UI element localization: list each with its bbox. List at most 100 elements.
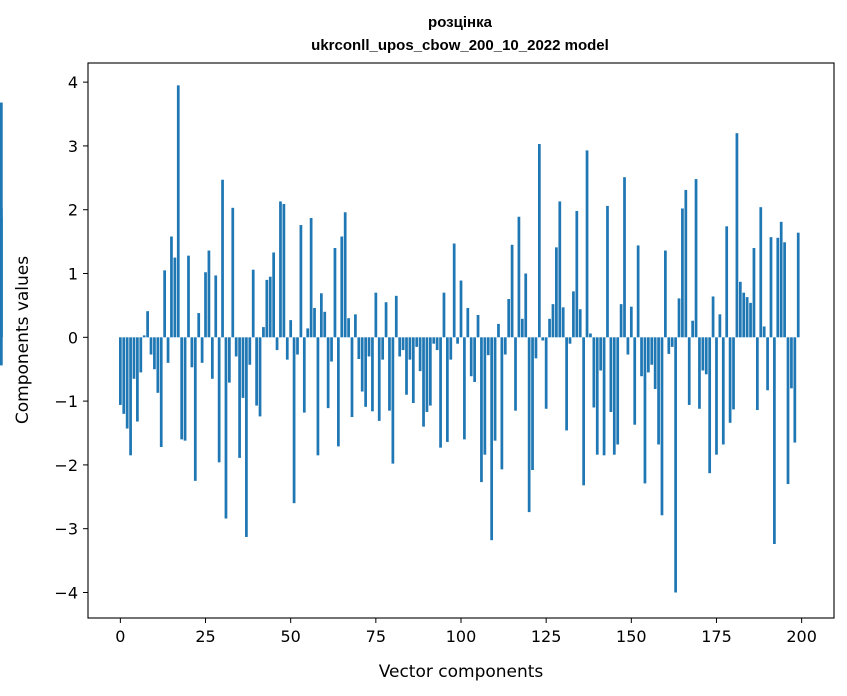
bar <box>309 218 313 338</box>
bar <box>292 337 296 504</box>
x-tick-label: 100 <box>446 627 477 646</box>
bar <box>170 236 173 338</box>
bar <box>572 291 575 338</box>
bar <box>0 218 3 338</box>
bar <box>224 337 228 519</box>
bar <box>653 337 657 389</box>
bar <box>493 337 497 441</box>
bar <box>691 320 694 338</box>
bar <box>759 207 763 338</box>
bar <box>405 337 408 395</box>
bar <box>779 221 783 338</box>
bar <box>425 337 429 412</box>
y-axis-ticks: −4 −3 −2 −1 0 1 2 3 4 <box>54 73 88 602</box>
bar <box>483 337 487 455</box>
bar <box>442 292 446 338</box>
bar <box>193 337 197 481</box>
bar <box>725 226 729 338</box>
bar <box>343 212 347 338</box>
bar <box>125 337 129 429</box>
bar <box>476 314 480 338</box>
bar <box>755 337 759 411</box>
bar <box>183 337 187 441</box>
bar <box>507 299 511 338</box>
bar <box>640 337 643 377</box>
bar <box>575 211 579 338</box>
bar <box>401 337 405 351</box>
bar <box>612 337 616 455</box>
bar <box>793 337 797 443</box>
bar <box>735 133 739 338</box>
bar <box>456 337 459 344</box>
bar <box>265 279 269 338</box>
bar <box>473 337 476 382</box>
bar <box>565 337 568 431</box>
bar <box>616 337 620 445</box>
bar <box>245 337 248 537</box>
chart-title-line-1: розцінка <box>428 14 493 31</box>
bar <box>664 250 667 338</box>
bar <box>391 337 395 464</box>
y-tick-label: 3 <box>68 137 78 156</box>
bar <box>432 337 436 344</box>
bar <box>510 244 514 338</box>
bar <box>561 307 565 338</box>
bar <box>221 179 224 338</box>
bar <box>762 326 766 338</box>
x-tick-label: 50 <box>281 627 301 646</box>
bar <box>568 337 572 344</box>
y-tick-label: 4 <box>68 73 78 92</box>
bar <box>204 272 207 338</box>
bar <box>452 243 456 338</box>
bar <box>728 337 732 423</box>
x-tick-label: 175 <box>701 627 732 646</box>
bar <box>687 337 691 405</box>
bar <box>667 337 671 354</box>
bar <box>367 337 371 357</box>
bar <box>129 337 132 456</box>
bar <box>354 314 357 338</box>
bar <box>541 337 545 341</box>
bar <box>449 337 453 360</box>
bar <box>776 237 780 338</box>
bar <box>428 337 432 406</box>
bar <box>340 236 344 338</box>
bar <box>248 337 252 365</box>
y-tick-label: −1 <box>54 392 78 411</box>
x-axis-label: Vector components <box>379 662 544 682</box>
bar <box>609 337 613 412</box>
bar <box>548 318 551 338</box>
bar <box>745 297 749 338</box>
bar <box>578 309 582 338</box>
bar <box>439 337 442 448</box>
bar <box>595 337 599 455</box>
bar <box>721 337 725 445</box>
bar <box>360 337 364 392</box>
bar <box>272 252 276 338</box>
bar <box>262 327 265 338</box>
y-tick-label: 2 <box>68 201 78 220</box>
bar <box>715 337 718 455</box>
x-axis-ticks: 0 25 50 75 100 125 150 175 200 <box>115 618 817 646</box>
bar <box>599 337 603 371</box>
bar <box>398 337 402 357</box>
y-tick-label: −2 <box>54 456 78 475</box>
bar <box>166 337 170 363</box>
bar <box>500 337 504 470</box>
bar <box>275 337 279 351</box>
bar <box>371 337 374 412</box>
x-tick-label: 200 <box>786 627 817 646</box>
bar <box>374 292 378 338</box>
bar <box>176 85 180 338</box>
y-axis-label: Components values <box>13 256 33 424</box>
bar <box>122 337 126 414</box>
bar <box>119 337 122 405</box>
bar <box>555 247 558 338</box>
bar <box>490 337 494 541</box>
bar <box>217 337 221 463</box>
bar <box>718 314 722 338</box>
bar <box>200 337 204 363</box>
bar <box>228 337 231 383</box>
bar <box>503 337 507 355</box>
bar <box>670 337 674 347</box>
